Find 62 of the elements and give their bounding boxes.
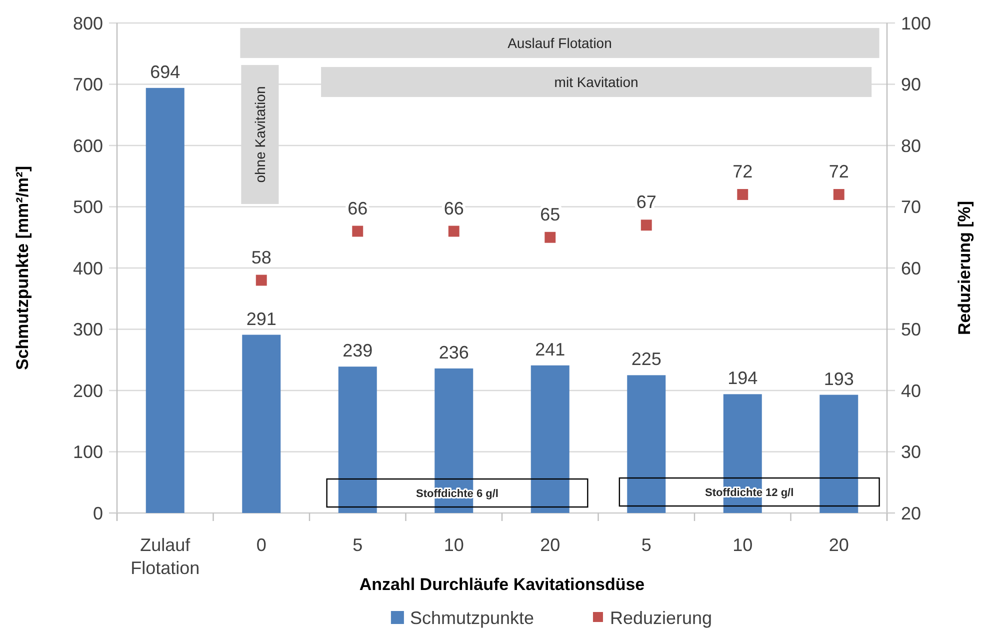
y-tick-label: 800	[72, 13, 103, 34]
y2-tick-label: 70	[901, 197, 922, 218]
bar	[338, 366, 377, 513]
annotation: mit Kavitation	[554, 74, 638, 90]
y-tick-label: 200	[72, 380, 103, 401]
x-tick-label: 10	[444, 535, 464, 555]
y2-tick-label: 80	[901, 136, 922, 156]
y2-tick-label: 90	[901, 74, 922, 95]
y-tick-label: 600	[72, 136, 103, 156]
y-tick-label: 400	[72, 258, 103, 278]
data-label: 67	[636, 192, 656, 212]
y2-tick-label: 60	[901, 258, 922, 278]
annotation: Auslauf Flotation	[508, 34, 612, 51]
x-tick-label: 20	[540, 535, 560, 555]
x-tick-label: Zulauf Flotation	[130, 535, 200, 578]
data-label: 194	[728, 368, 758, 388]
y2-tick-label: 40	[901, 380, 922, 401]
data-label: 241	[535, 339, 566, 360]
y2-tick-label: 100	[901, 13, 932, 34]
bar	[146, 88, 184, 513]
point	[640, 220, 652, 231]
y-axis-title: Schmutzpunkte [mm²/m²]	[13, 166, 32, 370]
data-label: 66	[444, 198, 464, 218]
data-label: 72	[732, 162, 753, 182]
x-axis-title: Anzahl Durchläufe Kavitationsdüse	[359, 575, 645, 594]
y2-tick-label: 20	[901, 503, 922, 524]
data-label: 193	[824, 368, 854, 389]
x-tick-label: 10	[732, 535, 753, 555]
data-label: 66	[348, 198, 368, 218]
data-label: 58	[251, 247, 272, 268]
point	[352, 226, 364, 237]
point	[448, 226, 460, 237]
point	[256, 274, 267, 286]
y2-tick-label: 30	[901, 442, 922, 462]
point	[833, 189, 844, 200]
bar	[627, 375, 666, 513]
x-tick-label: 5	[641, 535, 652, 555]
x-tick-label: 0	[256, 535, 266, 555]
y-tick-label: 700	[72, 74, 103, 95]
data-label: 694	[150, 62, 180, 82]
y-tick-label: 300	[72, 320, 103, 340]
y-tick-label: 100	[72, 442, 103, 462]
y-tick-label: 500	[72, 197, 103, 218]
point	[737, 189, 748, 200]
x-tick-label: 5	[352, 535, 363, 555]
y2-axis-title: Reduzierung [%]	[955, 200, 974, 336]
data-label: 239	[342, 340, 373, 361]
x-tick-label: 20	[828, 535, 849, 555]
data-label: 65	[540, 204, 560, 224]
point	[544, 232, 556, 243]
y-tick-label: 0	[92, 503, 103, 524]
data-label: 236	[438, 342, 469, 362]
legend-label: Reduzierung	[610, 608, 712, 628]
data-label: 72	[828, 162, 849, 182]
data-label: 225	[631, 349, 662, 370]
legend-label: Schmutzpunkte	[410, 608, 534, 628]
bar	[242, 334, 281, 513]
annotation: ohne Kavitation	[252, 86, 268, 183]
bar	[820, 394, 858, 513]
bar	[530, 365, 570, 513]
data-label: 291	[246, 308, 276, 329]
y2-tick-label: 50	[901, 320, 922, 340]
